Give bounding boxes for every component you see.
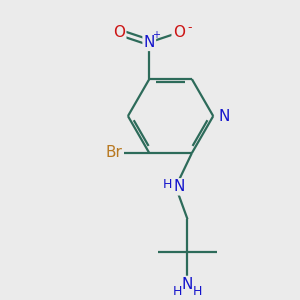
- Text: H: H: [172, 285, 182, 298]
- Text: O: O: [173, 25, 185, 40]
- Text: O: O: [113, 25, 125, 40]
- Text: N: N: [182, 277, 193, 292]
- Text: N: N: [144, 35, 155, 50]
- Text: N: N: [218, 109, 230, 124]
- Text: Br: Br: [106, 146, 122, 160]
- Text: H: H: [163, 178, 172, 191]
- Text: H: H: [193, 285, 203, 298]
- Text: +: +: [152, 30, 160, 40]
- Text: -: -: [188, 21, 192, 34]
- Text: N: N: [174, 179, 185, 194]
